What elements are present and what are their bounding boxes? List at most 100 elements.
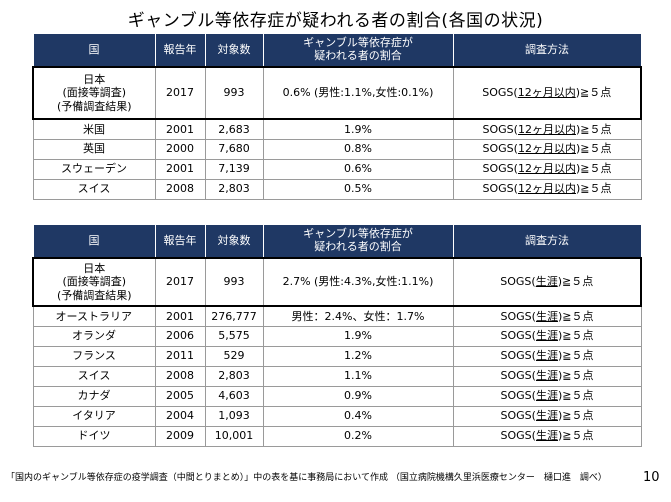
header-country: 国 — [32, 34, 156, 68]
report-year: 2011 — [154, 345, 206, 367]
method-period: 生涯 — [535, 409, 558, 423]
japan-name-line2: (面接等調査) — [62, 275, 127, 289]
country-name: 英国 — [32, 138, 156, 160]
survey-method: SOGS(生涯)≧５点 — [452, 325, 642, 347]
method-suffix: )≧５点 — [557, 429, 594, 443]
table-row: スウェーデン 2001 7,139 0.6% SOGS(12ヶ月以内)≧５点 — [32, 158, 642, 180]
sample-count: 7,680 — [204, 138, 264, 160]
rate-value: 1.9% — [262, 118, 454, 140]
table-row: スイス 2008 2,803 1.1% SOGS(生涯)≧５点 — [32, 365, 642, 387]
page-number: 10 — [643, 470, 660, 485]
report-year: 2004 — [154, 405, 206, 427]
survey-method: SOGS(12ヶ月以内)≧５点 — [452, 178, 642, 200]
header-rate-line2: 疑われる者の割合 — [314, 49, 402, 62]
table-row: フランス 2011 529 1.2% SOGS(生涯)≧５点 — [32, 345, 642, 367]
table-row: 英国 2000 7,680 0.8% SOGS(12ヶ月以内)≧５点 — [32, 138, 642, 160]
survey-method: SOGS(12ヶ月以内)≧５点 — [452, 138, 642, 160]
sample-count: 4,603 — [204, 385, 264, 407]
rate-value: 0.4% — [262, 405, 454, 427]
method-prefix: SOGS( — [482, 182, 518, 196]
japan-year: 2017 — [154, 66, 206, 120]
table-row: カナダ 2005 4,603 0.9% SOGS(生涯)≧５点 — [32, 385, 642, 407]
japan-name-cell: 日本 (面接等調査) (予備調査結果) — [32, 66, 156, 120]
country-name: スウェーデン — [32, 158, 156, 180]
country-name: ドイツ — [32, 425, 156, 447]
method-period: 生涯 — [535, 349, 558, 363]
method-period: 生涯 — [535, 369, 558, 383]
header-count: 対象数 — [204, 34, 264, 68]
japan-count: 993 — [204, 257, 264, 307]
table-row: ドイツ 2009 10,001 0.2% SOGS(生涯)≧５点 — [32, 425, 642, 447]
rate-value: 0.9% — [262, 385, 454, 407]
header-country: 国 — [32, 225, 156, 259]
sample-count: 2,803 — [204, 178, 264, 200]
report-year: 2001 — [154, 305, 206, 327]
method-suffix: )≧５点 — [575, 122, 612, 136]
japan-rate: 0.6% (男性:1.1%,女性:0.1%) — [262, 66, 454, 120]
japan-name-cell: 日本 (面接等調査) (予備調査結果) — [32, 257, 156, 307]
method-period: 12ヶ月以内 — [517, 122, 576, 136]
survey-method: SOGS(生涯)≧５点 — [452, 345, 642, 367]
method-suffix: )≧５点 — [557, 275, 594, 289]
table-header-row: 国 報告年 対象数 ギャンブル等依存症が 疑われる者の割合 調査方法 — [32, 34, 642, 68]
header-method: 調査方法 — [452, 34, 642, 68]
japan-name-line3: (予備調査結果) — [56, 99, 132, 113]
survey-method: SOGS(生涯)≧５点 — [452, 385, 642, 407]
report-year: 2009 — [154, 425, 206, 447]
table-row: 米国 2001 2,683 1.9% SOGS(12ヶ月以内)≧５点 — [32, 118, 642, 140]
sample-count: 7,139 — [204, 158, 264, 180]
page-title: ギャンブル等依存症が疑われる者の割合(各国の状況) — [127, 11, 544, 31]
table-row: スイス 2008 2,803 0.5% SOGS(12ヶ月以内)≧５点 — [32, 178, 642, 200]
method-period: 生涯 — [535, 309, 558, 323]
sample-count: 529 — [204, 345, 264, 367]
method-period: 12ヶ月以内 — [517, 162, 576, 176]
method-prefix: SOGS( — [500, 429, 536, 443]
header-rate: ギャンブル等依存症が 疑われる者の割合 — [262, 34, 454, 68]
japan-method: SOGS(12ヶ月以内)≧５点 — [452, 66, 642, 120]
method-prefix: SOGS( — [482, 86, 518, 100]
survey-method: SOGS(12ヶ月以内)≧５点 — [452, 158, 642, 180]
table-row-japan: 日本 (面接等調査) (予備調査結果) 2017 993 2.7% (男性:4.… — [32, 257, 642, 307]
method-prefix: SOGS( — [482, 162, 518, 176]
japan-count: 993 — [204, 66, 264, 120]
method-suffix: )≧５点 — [557, 309, 594, 323]
header-rate-line2: 疑われる者の割合 — [314, 240, 402, 253]
method-prefix: SOGS( — [500, 275, 536, 289]
method-prefix: SOGS( — [500, 349, 536, 363]
method-suffix: )≧５点 — [557, 329, 594, 343]
header-count: 対象数 — [204, 225, 264, 259]
country-name: 米国 — [32, 118, 156, 140]
country-name: スイス — [32, 178, 156, 200]
sample-count: 5,575 — [204, 325, 264, 347]
sample-count: 2,683 — [204, 118, 264, 140]
report-year: 2001 — [154, 118, 206, 140]
header-rate-line1: ギャンブル等依存症が — [303, 227, 413, 241]
report-year: 2005 — [154, 385, 206, 407]
table-row-japan: 日本 (面接等調査) (予備調査結果) 2017 993 0.6% (男性:1.… — [32, 66, 642, 120]
header-year: 報告年 — [154, 225, 206, 259]
table-header-row: 国 報告年 対象数 ギャンブル等依存症が 疑われる者の割合 調査方法 — [32, 225, 642, 259]
method-prefix: SOGS( — [500, 389, 536, 403]
rate-value: 1.9% — [262, 325, 454, 347]
method-prefix: SOGS( — [500, 409, 536, 423]
method-suffix: )≧５点 — [575, 86, 612, 100]
rate-value: 0.2% — [262, 425, 454, 447]
report-year: 2008 — [154, 365, 206, 387]
method-suffix: )≧５点 — [557, 409, 594, 423]
method-prefix: SOGS( — [482, 122, 518, 136]
method-period: 生涯 — [535, 429, 558, 443]
table-lifetime: 国 報告年 対象数 ギャンブル等依存症が 疑われる者の割合 調査方法 日本 (面… — [32, 225, 642, 447]
japan-method: SOGS(生涯)≧５点 — [452, 257, 642, 307]
header-rate: ギャンブル等依存症が 疑われる者の割合 — [262, 225, 454, 259]
rate-value: 0.6% — [262, 158, 454, 180]
method-period: 生涯 — [535, 389, 558, 403]
rate-value: 0.8% — [262, 138, 454, 160]
method-suffix: )≧５点 — [557, 389, 594, 403]
country-name: イタリア — [32, 405, 156, 427]
country-name: カナダ — [32, 385, 156, 407]
table-row: オーストラリア 2001 276,777 男性：2.4%、女性：1.7% SOG… — [32, 305, 642, 327]
rate-value: 0.5% — [262, 178, 454, 200]
country-name: スイス — [32, 365, 156, 387]
rate-value: 1.1% — [262, 365, 454, 387]
survey-method: SOGS(生涯)≧５点 — [452, 305, 642, 327]
